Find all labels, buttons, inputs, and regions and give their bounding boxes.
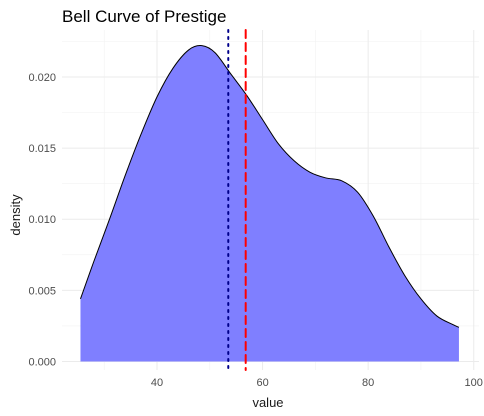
x-tick-label: 60: [256, 377, 268, 389]
x-tick-label: 100: [465, 377, 483, 389]
y-tick-label: 0.000: [28, 356, 56, 368]
reference-lines: [227, 29, 247, 371]
density-area: [80, 45, 459, 362]
y-tick-label: 0.005: [28, 285, 56, 297]
area-layer: [79, 45, 460, 362]
x-tick-label: 40: [151, 377, 163, 389]
y-tick-label: 0.015: [28, 143, 56, 155]
y-tick-label: 0.020: [28, 72, 56, 84]
density-curve-line: [79, 45, 460, 328]
chart-title: Bell Curve of Prestige: [62, 7, 226, 26]
tick-labels: 40 60 80 100 0.000 0.005 0.010 0.015 0.020: [28, 72, 482, 389]
x-tick-label: 80: [362, 377, 374, 389]
x-axis-title: value: [252, 395, 283, 410]
y-tick-label: 0.010: [28, 214, 56, 226]
y-axis-title: density: [8, 194, 23, 236]
